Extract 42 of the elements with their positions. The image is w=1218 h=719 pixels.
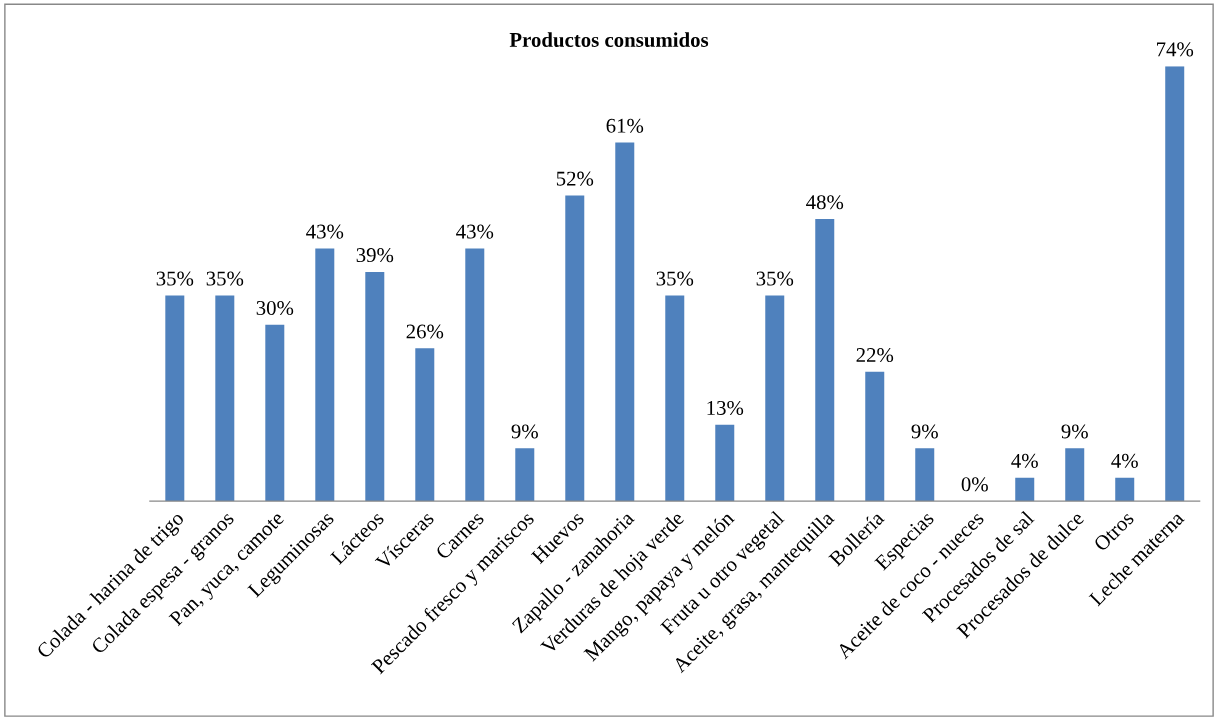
bar xyxy=(565,195,585,502)
data-label: 52% xyxy=(556,171,594,186)
data-label: 9% xyxy=(511,424,538,439)
data-label: 22% xyxy=(856,347,894,363)
bar xyxy=(1115,477,1135,502)
bar xyxy=(415,348,435,502)
data-label: 61% xyxy=(606,118,644,133)
data-label: 35% xyxy=(656,271,694,286)
bar xyxy=(1015,477,1035,502)
data-label: 30% xyxy=(256,300,294,316)
data-label: 35% xyxy=(756,271,794,286)
data-label: 48% xyxy=(806,195,844,210)
data-label: 43% xyxy=(456,224,494,239)
bar xyxy=(915,448,935,502)
data-label: 13% xyxy=(707,400,744,416)
data-label: 39% xyxy=(356,248,394,263)
data-label: 4% xyxy=(1011,453,1038,468)
bar xyxy=(865,371,885,502)
data-label: 4% xyxy=(1111,453,1138,468)
bar xyxy=(215,295,235,502)
data-label: 0% xyxy=(961,477,988,492)
bar xyxy=(265,324,285,502)
bar xyxy=(465,248,485,502)
data-label: 9% xyxy=(1061,424,1088,439)
bar xyxy=(1065,448,1085,502)
data-label: 26% xyxy=(406,324,444,339)
data-label: 43% xyxy=(306,224,344,239)
bar xyxy=(815,218,835,502)
bar xyxy=(365,271,385,502)
bar xyxy=(515,448,535,502)
data-label: 74% xyxy=(1157,42,1194,57)
bar xyxy=(765,295,785,502)
chart-title: Productos consumidos xyxy=(509,32,709,47)
bar xyxy=(1165,66,1185,502)
data-label: 35% xyxy=(206,271,244,286)
bar xyxy=(615,142,635,502)
bar xyxy=(165,295,185,502)
bar xyxy=(665,295,685,502)
bar xyxy=(315,248,335,502)
data-label: 9% xyxy=(911,424,938,439)
bar xyxy=(715,424,735,502)
data-label: 35% xyxy=(156,271,194,286)
